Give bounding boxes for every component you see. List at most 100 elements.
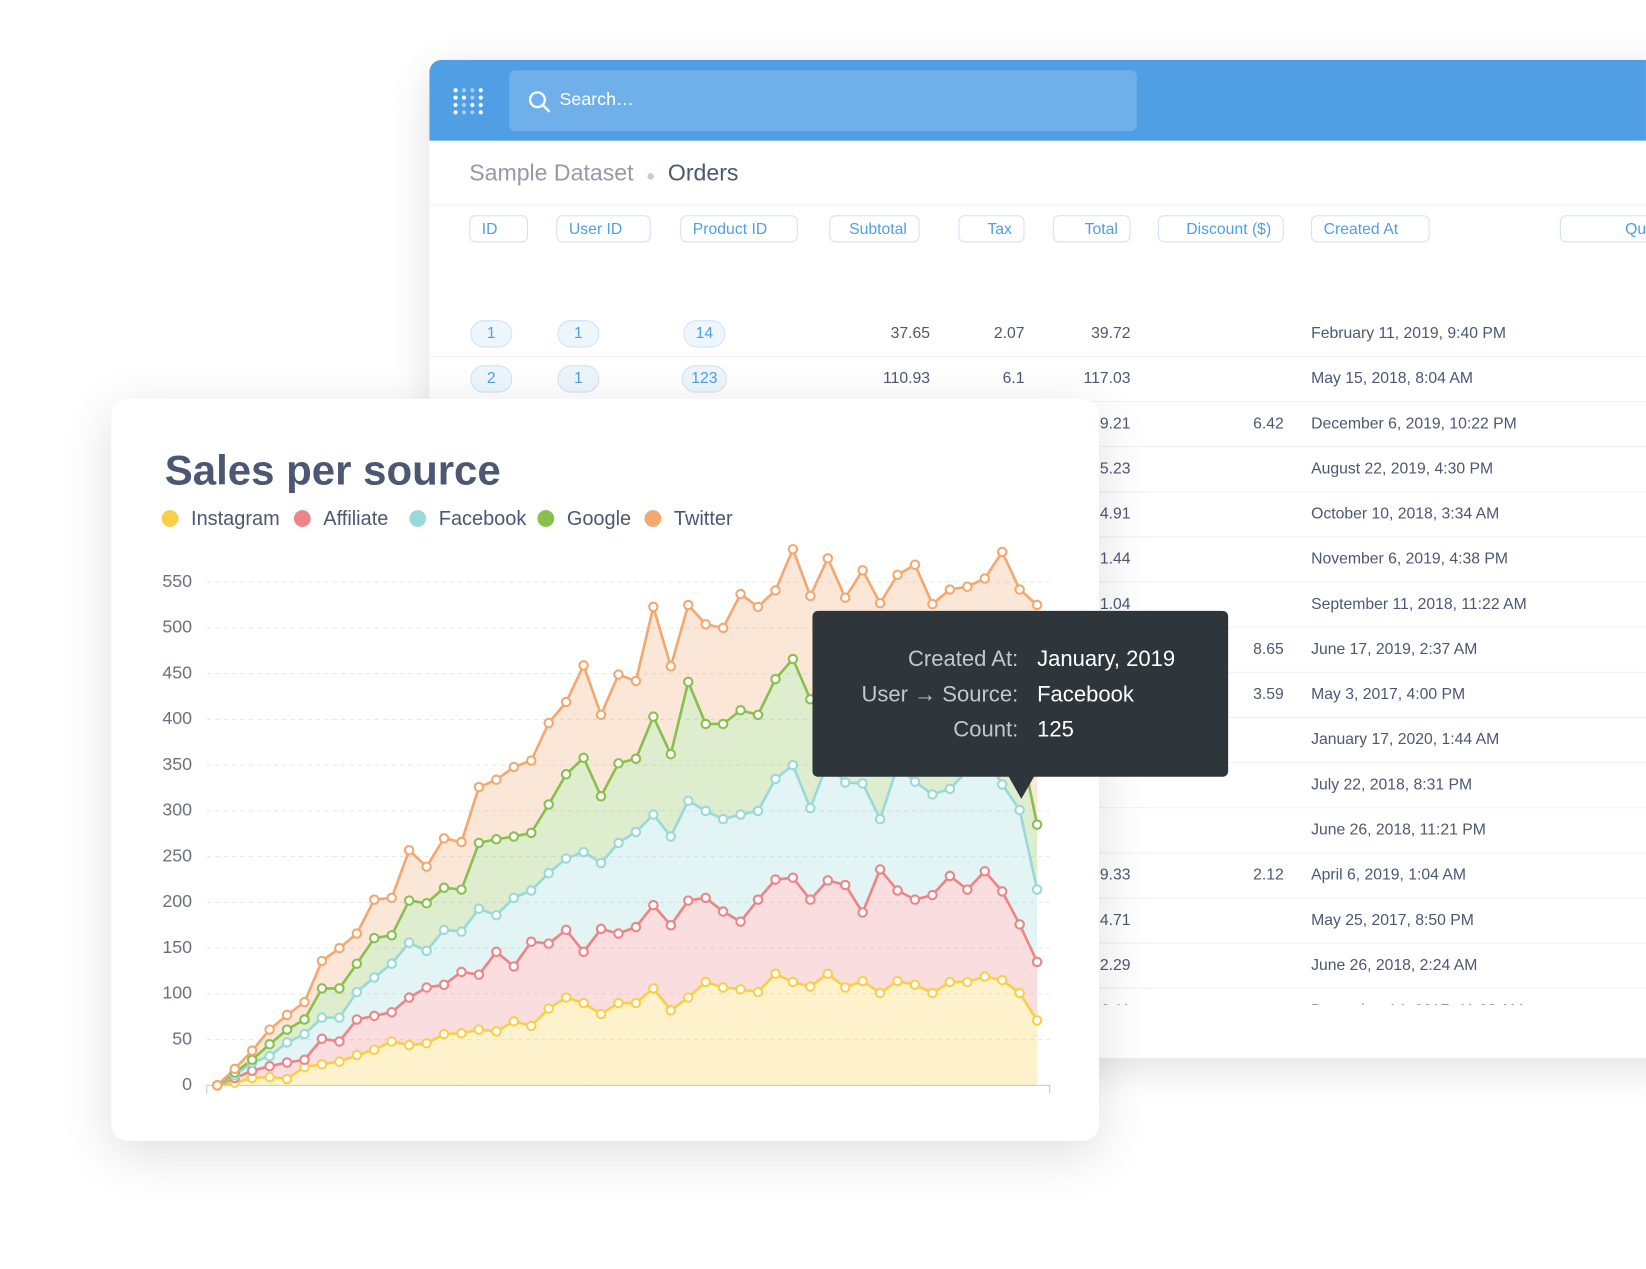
data-point[interactable] — [735, 984, 746, 995]
data-point[interactable] — [595, 709, 607, 721]
id-pill[interactable]: 123 — [681, 365, 727, 393]
data-point[interactable] — [787, 759, 799, 771]
id-pill[interactable]: 1 — [557, 320, 600, 348]
data-point[interactable] — [526, 1020, 537, 1032]
data-point[interactable] — [386, 1036, 397, 1047]
data-point[interactable] — [665, 748, 677, 760]
data-point[interactable] — [421, 861, 432, 872]
column-header[interactable]: Discount ($) — [1157, 215, 1284, 243]
data-point[interactable] — [369, 972, 380, 983]
data-point[interactable] — [857, 778, 868, 789]
data-point[interactable] — [1014, 804, 1025, 816]
data-point[interactable] — [438, 924, 450, 936]
data-point[interactable] — [229, 1063, 240, 1075]
data-point[interactable] — [351, 1049, 363, 1061]
data-point[interactable] — [735, 704, 746, 716]
data-point[interactable] — [944, 584, 956, 595]
data-point[interactable] — [752, 894, 764, 905]
data-point[interactable] — [351, 958, 363, 969]
data-point[interactable] — [543, 867, 554, 879]
data-point[interactable] — [264, 1071, 275, 1083]
data-point[interactable] — [386, 930, 397, 941]
data-point[interactable] — [630, 675, 642, 687]
data-point[interactable] — [316, 1059, 328, 1070]
data-point[interactable] — [473, 781, 485, 793]
data-point[interactable] — [787, 872, 799, 883]
data-point[interactable] — [560, 924, 572, 936]
data-point[interactable] — [421, 898, 432, 909]
data-point[interactable] — [246, 1065, 258, 1076]
data-point[interactable] — [281, 1037, 293, 1048]
data-point[interactable] — [648, 899, 659, 911]
data-point[interactable] — [1031, 956, 1043, 968]
data-point[interactable] — [1014, 987, 1025, 999]
data-point[interactable] — [770, 968, 781, 980]
data-point[interactable] — [962, 976, 973, 988]
column-header[interactable]: Subtotal — [829, 215, 920, 243]
data-point[interactable] — [491, 834, 502, 845]
data-point[interactable] — [508, 761, 520, 773]
data-point[interactable] — [508, 961, 520, 972]
data-point[interactable] — [944, 870, 956, 882]
data-point[interactable] — [316, 1012, 328, 1023]
data-point[interactable] — [560, 992, 572, 1003]
data-point[interactable] — [212, 1080, 223, 1091]
data-point[interactable] — [316, 983, 328, 994]
data-point[interactable] — [595, 1008, 607, 1020]
data-point[interactable] — [491, 774, 502, 786]
data-point[interactable] — [456, 926, 467, 937]
data-point[interactable] — [264, 1024, 275, 1035]
data-point[interactable] — [944, 783, 956, 795]
data-point[interactable] — [334, 983, 345, 994]
legend-label[interactable]: Twitter — [674, 508, 733, 530]
data-point[interactable] — [752, 709, 764, 721]
data-point[interactable] — [403, 937, 415, 948]
data-point[interactable] — [996, 779, 1008, 790]
data-point[interactable] — [578, 846, 589, 858]
data-point[interactable] — [351, 928, 363, 939]
data-point[interactable] — [839, 879, 851, 891]
column-header[interactable]: User ID — [556, 215, 651, 243]
data-point[interactable] — [927, 598, 938, 610]
data-point[interactable] — [438, 833, 450, 844]
data-point[interactable] — [979, 971, 991, 982]
data-point[interactable] — [996, 886, 1008, 897]
data-point[interactable] — [613, 837, 624, 849]
data-point[interactable] — [369, 1044, 380, 1055]
data-point[interactable] — [648, 601, 659, 613]
data-point[interactable] — [857, 565, 868, 576]
legend-label[interactable]: Facebook — [439, 508, 527, 530]
data-point[interactable] — [526, 885, 537, 896]
data-point[interactable] — [560, 696, 572, 708]
data-point[interactable] — [700, 976, 711, 988]
data-point[interactable] — [334, 942, 345, 954]
data-point[interactable] — [700, 718, 711, 730]
data-point[interactable] — [787, 976, 799, 988]
data-point[interactable] — [369, 1010, 380, 1022]
data-point[interactable] — [717, 622, 729, 634]
data-point[interactable] — [526, 827, 537, 839]
data-point[interactable] — [1031, 884, 1043, 895]
column-header[interactable]: Total — [1052, 215, 1131, 243]
data-point[interactable] — [421, 982, 432, 993]
data-point[interactable] — [526, 755, 537, 766]
data-point[interactable] — [752, 986, 764, 998]
data-point[interactable] — [648, 983, 659, 994]
column-header[interactable]: Quantity — [1559, 215, 1646, 243]
column-header[interactable]: Product ID — [680, 215, 798, 243]
data-point[interactable] — [473, 837, 485, 849]
column-header[interactable]: ID — [469, 215, 528, 243]
data-point[interactable] — [944, 976, 956, 988]
data-point[interactable] — [369, 894, 380, 905]
data-point[interactable] — [682, 599, 694, 611]
data-point[interactable] — [508, 831, 520, 842]
data-point[interactable] — [351, 1014, 363, 1025]
logo[interactable] — [452, 87, 486, 116]
data-point[interactable] — [456, 966, 467, 978]
data-point[interactable] — [456, 1027, 467, 1039]
data-point[interactable] — [682, 795, 694, 807]
data-point[interactable] — [839, 982, 851, 993]
data-point[interactable] — [805, 894, 816, 905]
data-point[interactable] — [665, 661, 677, 672]
data-point[interactable] — [281, 1073, 293, 1085]
